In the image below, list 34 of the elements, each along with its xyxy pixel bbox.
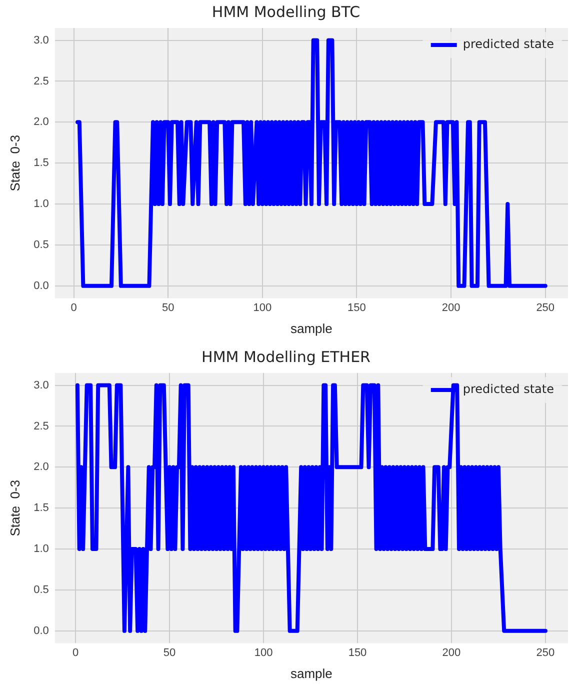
y-tick-label: 2.5 (34, 420, 49, 432)
y-tick-label: 1.5 (34, 157, 49, 170)
x-tick-label: 0 (70, 302, 77, 314)
x-tick-label: 150 (348, 646, 367, 659)
x-tick-label: 250 (536, 302, 555, 314)
chart-title: HMM Modelling BTC (212, 2, 360, 21)
x-tick-label: 200 (442, 646, 461, 659)
y-axis-title: State 0-3 (7, 480, 22, 536)
x-tick-label: 100 (254, 646, 273, 659)
x-tick-label: 50 (162, 302, 174, 314)
y-tick-label: 1.0 (34, 543, 49, 556)
y-tick-label: 2.5 (34, 75, 49, 88)
legend-label: predicted state (462, 382, 554, 396)
y-tick-label: 0.5 (34, 239, 49, 252)
y-axis-title: State 0-3 (7, 134, 22, 192)
legend-label: predicted state (462, 37, 554, 52)
x-axis-title: sample (290, 320, 332, 336)
x-tick-label: 250 (536, 646, 555, 659)
x-axis-title: sample (290, 666, 332, 681)
x-tick-label: 200 (442, 302, 460, 314)
y-tick-label: 1.0 (34, 198, 49, 210)
y-tick-label: 1.5 (34, 502, 49, 514)
y-tick-label: 2.0 (34, 461, 49, 474)
y-tick-label: 0.0 (34, 280, 49, 292)
y-tick-label: 0.0 (34, 624, 49, 637)
y-tick-label: 3.0 (34, 379, 49, 392)
y-tick-label: 3.0 (34, 34, 49, 46)
x-tick-label: 50 (163, 646, 176, 659)
y-tick-label: 0.5 (34, 584, 49, 596)
y-tick-label: 2.0 (34, 116, 49, 128)
x-tick-label: 150 (348, 302, 366, 314)
x-tick-label: 0 (72, 646, 79, 659)
chart-title: HMM Modelling ETHER (202, 348, 370, 366)
x-tick-label: 100 (253, 302, 272, 314)
